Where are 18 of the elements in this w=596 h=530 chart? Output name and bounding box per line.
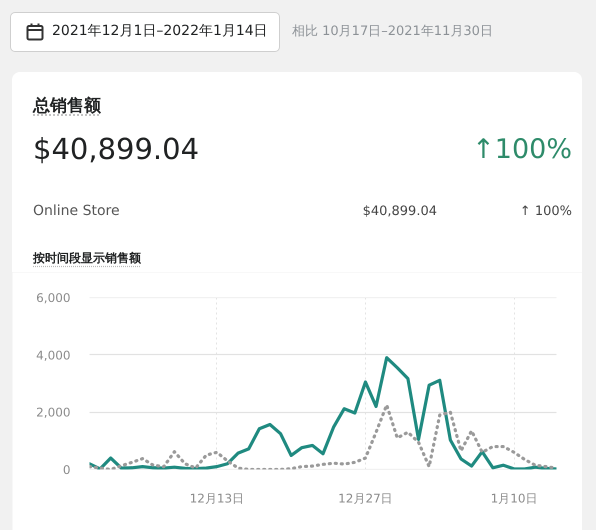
y-tick-label: 6,000 xyxy=(36,291,71,305)
text: 相比 10月17日–2021年11月30日 xyxy=(292,22,493,41)
text: ↑ 100% xyxy=(520,202,572,221)
y-tick-label: 0 xyxy=(62,463,71,477)
text: 总销售额 xyxy=(33,94,101,118)
line-series xyxy=(90,356,556,470)
x-tick-label: 12月13日 xyxy=(190,492,244,506)
line-series xyxy=(90,403,556,470)
text: Online Store xyxy=(33,202,120,221)
chart-title: 按时间段显示销售额 xyxy=(33,250,141,266)
y-tick-label: 4,000 xyxy=(36,348,71,362)
text: ↑100% xyxy=(472,132,572,167)
text: 2021年12月1日–2022年1月14日 xyxy=(52,22,268,41)
text: $40,899.04 xyxy=(33,131,200,168)
y-tick-label: 2,000 xyxy=(36,406,71,420)
x-tick-label: 1月10日 xyxy=(490,492,538,506)
text: $40,899.04 xyxy=(362,202,437,221)
x-tick-label: 12月27日 xyxy=(338,492,393,506)
